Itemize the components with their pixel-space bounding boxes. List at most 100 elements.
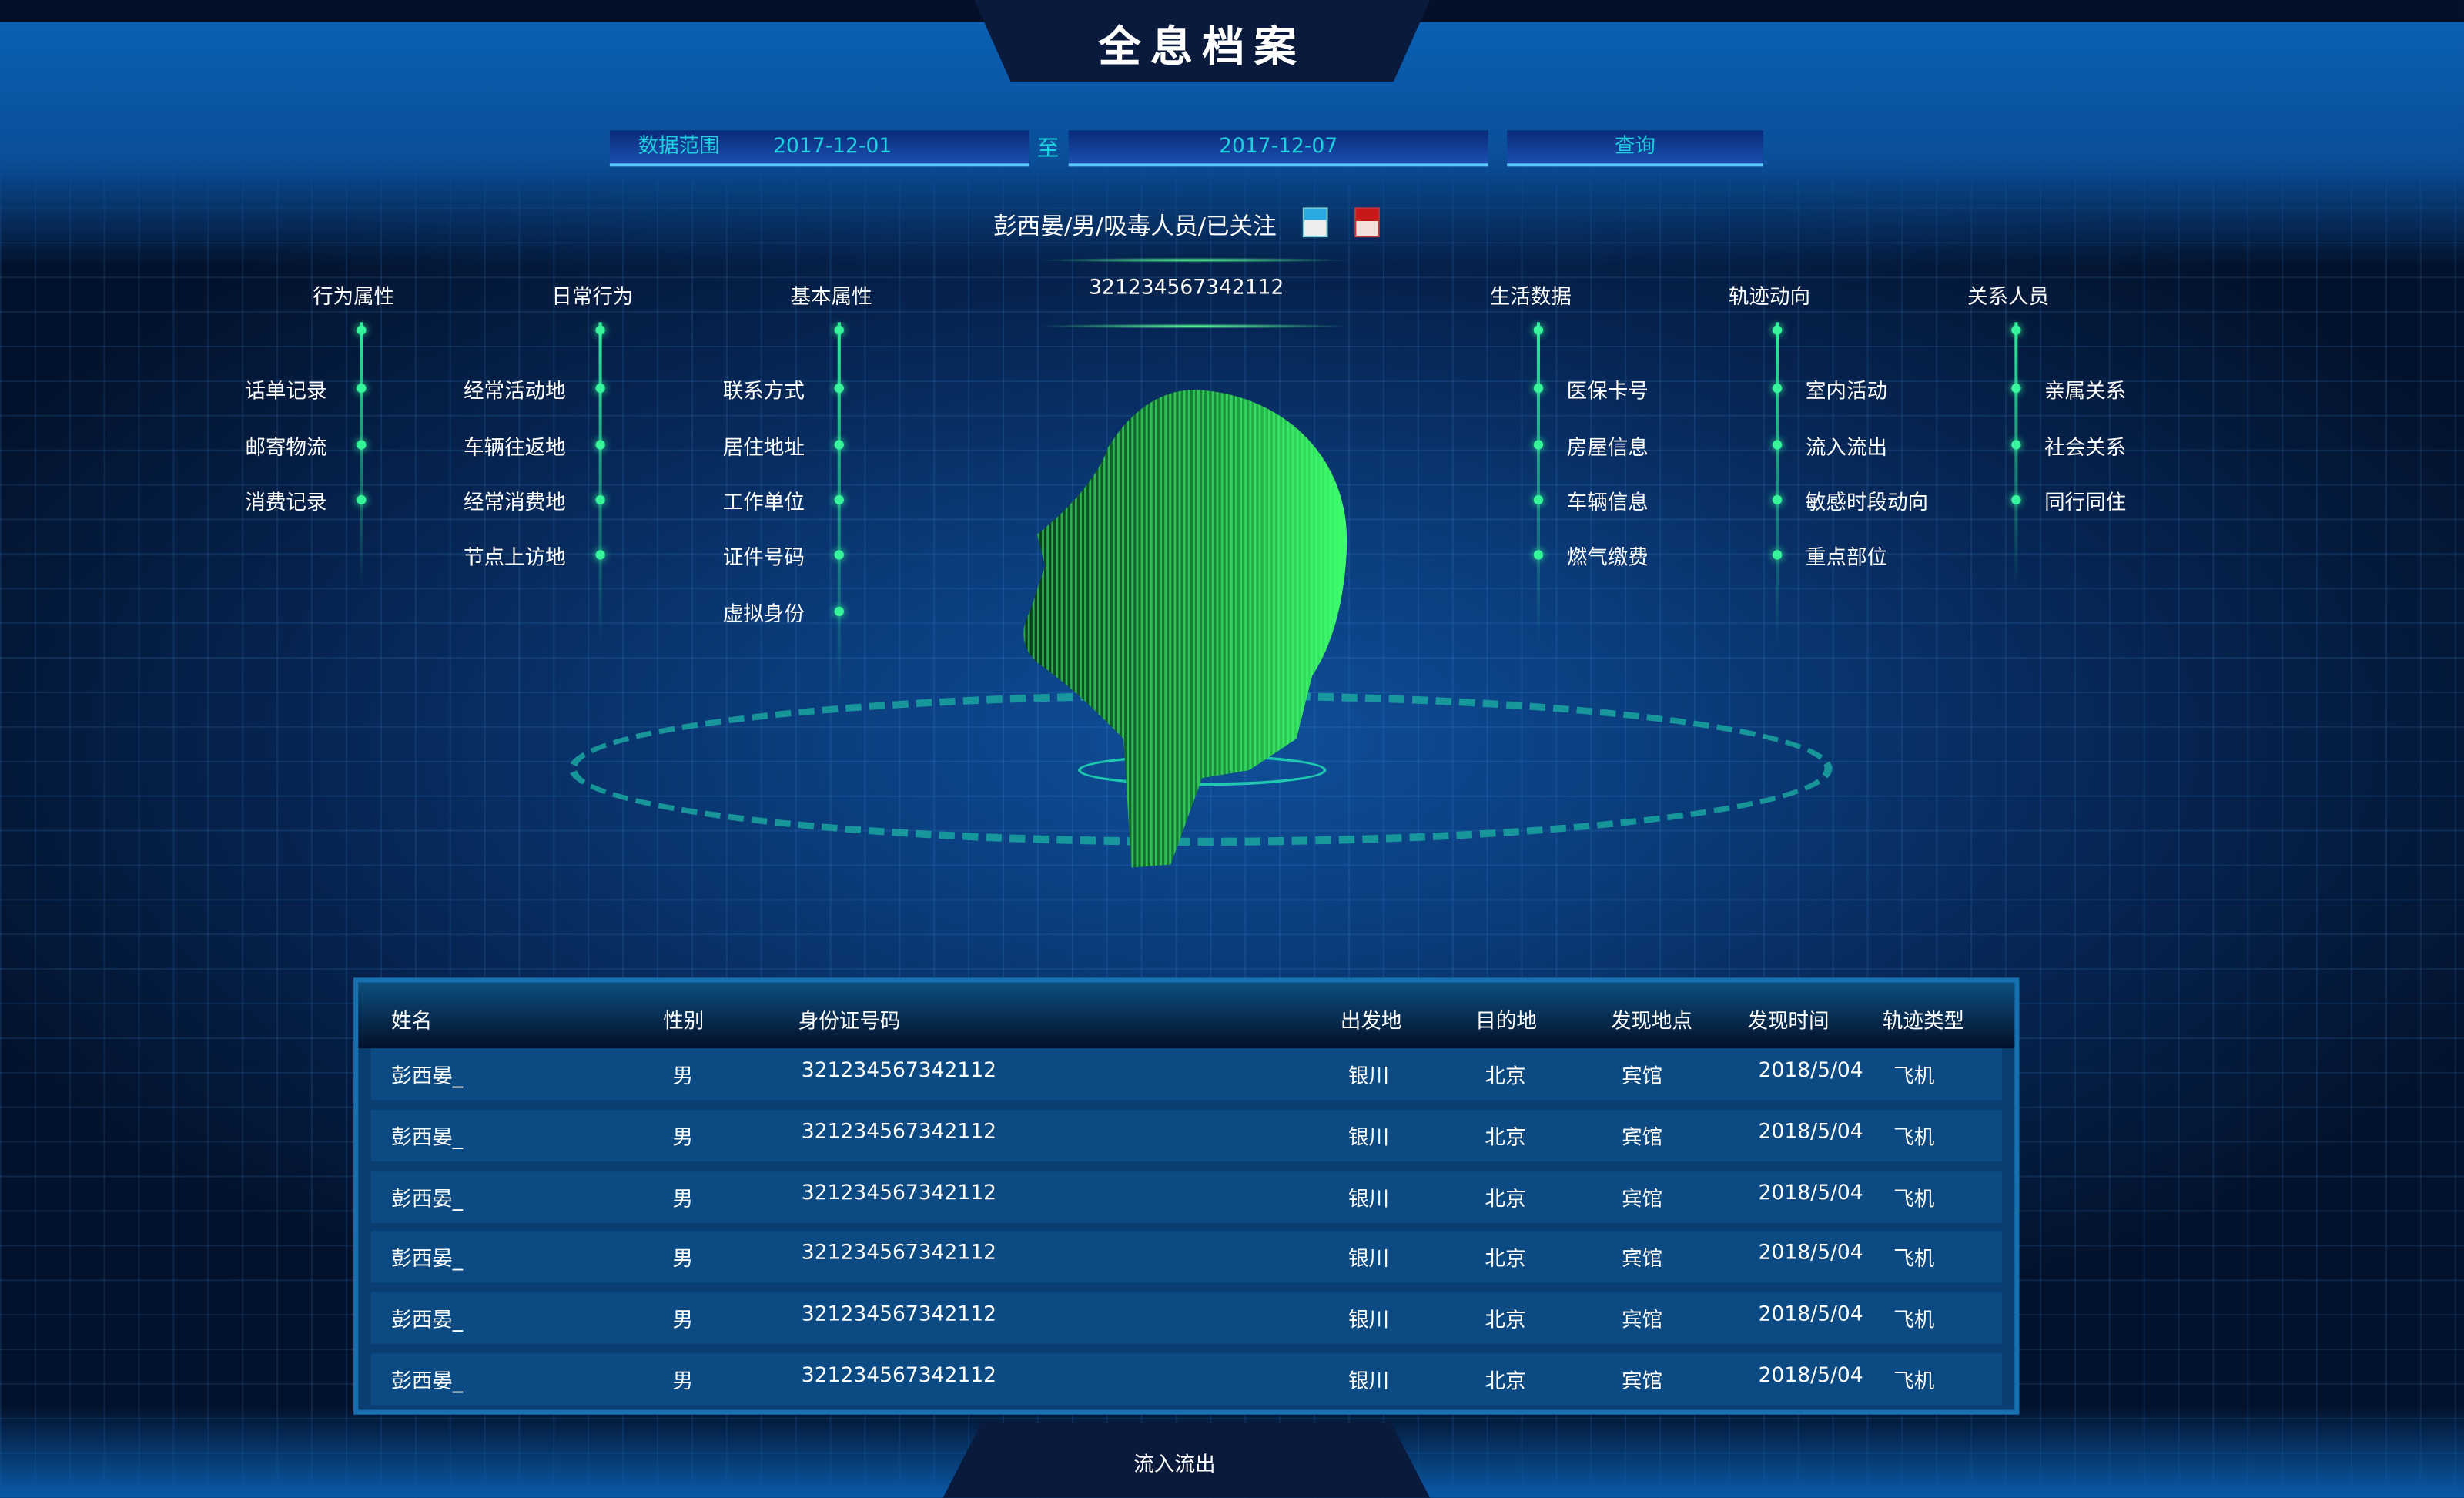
tab-flow-in-out[interactable]: 流入流出 <box>1133 1453 1216 1478</box>
table-cell: 宾馆 <box>1622 1309 1663 1333</box>
node-dot <box>595 494 605 505</box>
node-dot <box>1533 440 1544 450</box>
category-item[interactable]: 车辆信息 <box>1566 491 1649 516</box>
column-header[interactable]: 轨迹类型 <box>1882 1010 1965 1034</box>
node-dot <box>2011 325 2021 335</box>
search-button[interactable]: 查询 <box>1507 130 1763 167</box>
table-cell: 宾馆 <box>1622 1126 1663 1151</box>
table-cell: 银川 <box>1348 1188 1390 1211</box>
column-header[interactable]: 发现地点 <box>1610 1010 1692 1034</box>
category-item[interactable]: 流入流出 <box>1805 437 1888 461</box>
category-item[interactable]: 邮寄物流 <box>245 437 327 461</box>
glow-line <box>1036 257 1352 263</box>
table-cell: 彭西晏_ <box>391 1188 464 1211</box>
node-dot <box>834 494 844 505</box>
category-title: 关系人员 <box>1967 286 2050 310</box>
table-cell: 飞机 <box>1893 1126 1935 1151</box>
table-cell: 飞机 <box>1893 1248 1935 1272</box>
column-header[interactable]: 姓名 <box>391 1010 433 1034</box>
category-item[interactable]: 室内活动 <box>1805 380 1888 404</box>
category-item[interactable]: 敏感时段动向 <box>1805 491 1929 516</box>
id-photo-icon[interactable] <box>1302 207 1328 238</box>
category-item[interactable]: 燃气缴费 <box>1566 547 1649 571</box>
node-dot <box>1533 325 1544 335</box>
table-cell: 银川 <box>1348 1370 1390 1395</box>
table-cell: 男 <box>672 1126 694 1151</box>
column-header[interactable]: 发现时间 <box>1747 1010 1830 1034</box>
category-line <box>1776 322 1779 643</box>
table-cell: 北京 <box>1485 1248 1526 1272</box>
node-dot <box>1773 325 1783 335</box>
category-item[interactable]: 同行同住 <box>2044 491 2127 516</box>
end-date-field[interactable]: 2017-12-07 <box>1068 130 1488 167</box>
node-dot <box>595 550 605 560</box>
node-dot <box>1533 550 1544 560</box>
table-cell: 321234567342112 <box>801 1364 997 1389</box>
node-dot <box>1533 383 1544 394</box>
table-cell: 彭西晏_ <box>391 1370 464 1395</box>
table-cell: 2018/5/04 <box>1758 1242 1863 1266</box>
table-row[interactable]: 彭西晏_ 男 321234567342112 银川 北京 宾馆 2018/5/04 飞机 <box>370 1109 2002 1161</box>
category-item[interactable]: 联系方式 <box>722 380 805 404</box>
category-item[interactable]: 亲属关系 <box>2044 380 2127 404</box>
table-cell: 飞机 <box>1893 1188 1935 1211</box>
category-item[interactable]: 话单记录 <box>245 380 327 404</box>
table-cell: 银川 <box>1348 1065 1390 1090</box>
node-dot <box>834 606 844 616</box>
category-title: 日常行为 <box>551 286 634 310</box>
table-cell: 321234567342112 <box>801 1242 997 1266</box>
category-item[interactable]: 车辆往返地 <box>464 437 566 461</box>
table-cell: 321234567342112 <box>801 1181 997 1205</box>
node-dot <box>2011 440 2021 450</box>
start-date-field[interactable]: 数据范围 2017-12-01 <box>609 130 1029 167</box>
table-row[interactable]: 彭西晏_ 男 321234567342112 银川 北京 宾馆 2018/5/04 飞机 <box>370 1170 2002 1222</box>
category-item[interactable]: 节点上访地 <box>464 547 566 571</box>
category-item[interactable]: 重点部位 <box>1805 547 1888 571</box>
table-cell: 男 <box>672 1065 694 1090</box>
hologram-head-icon <box>1023 390 1348 868</box>
category-item[interactable]: 社会关系 <box>2044 437 2127 461</box>
category-item[interactable]: 居住地址 <box>722 437 805 461</box>
table-cell: 2018/5/04 <box>1758 1181 1863 1205</box>
table-cell: 彭西晏_ <box>391 1065 464 1090</box>
category-item[interactable]: 房屋信息 <box>1566 437 1649 461</box>
table-cell: 宾馆 <box>1622 1370 1663 1395</box>
category-item[interactable]: 经常活动地 <box>464 380 566 404</box>
node-dot <box>595 325 605 335</box>
category-item[interactable]: 消费记录 <box>245 491 327 516</box>
to-label: 至 <box>1036 136 1060 163</box>
table-cell: 北京 <box>1485 1126 1526 1151</box>
table-cell: 彭西晏_ <box>391 1309 464 1333</box>
table-row[interactable]: 彭西晏_ 男 321234567342112 银川 北京 宾馆 2018/5/04 飞机 <box>370 1353 2002 1406</box>
column-header[interactable]: 性别 <box>663 1010 705 1034</box>
category-item[interactable]: 经常消费地 <box>464 491 566 516</box>
table-cell: 北京 <box>1485 1309 1526 1333</box>
table-cell: 北京 <box>1485 1370 1526 1395</box>
category-item[interactable]: 虚拟身份 <box>722 603 805 628</box>
table-cell: 彭西晏_ <box>391 1248 464 1272</box>
node-dot <box>2011 494 2021 505</box>
category-line <box>360 322 363 587</box>
category-item[interactable]: 医保卡号 <box>1566 380 1649 404</box>
column-header[interactable]: 出发地 <box>1340 1010 1402 1034</box>
category-item[interactable]: 证件号码 <box>722 547 805 571</box>
table-cell: 飞机 <box>1893 1065 1935 1090</box>
table-row[interactable]: 彭西晏_ 男 321234567342112 银川 北京 宾馆 2018/5/04 飞机 <box>370 1048 2002 1101</box>
column-header[interactable]: 目的地 <box>1475 1010 1537 1034</box>
glow-line <box>1036 323 1352 329</box>
table-cell: 男 <box>672 1370 694 1395</box>
table-row[interactable]: 彭西晏_ 男 321234567342112 银川 北京 宾馆 2018/5/04 飞机 <box>370 1292 2002 1345</box>
avatar-photo-icon[interactable] <box>1354 207 1380 238</box>
table-header <box>358 982 2015 1049</box>
column-header[interactable]: 身份证号码 <box>798 1010 901 1034</box>
node-dot <box>1773 550 1783 560</box>
node-dot <box>834 440 844 450</box>
table-cell: 宾馆 <box>1622 1188 1663 1211</box>
node-dot <box>2011 383 2021 394</box>
table-cell: 男 <box>672 1309 694 1333</box>
table-row[interactable]: 彭西晏_ 男 321234567342112 银川 北京 宾馆 2018/5/04 飞机 <box>370 1231 2002 1284</box>
table-cell: 2018/5/04 <box>1758 1364 1863 1389</box>
category-item[interactable]: 工作单位 <box>722 491 805 516</box>
table-cell: 2018/5/04 <box>1758 1303 1863 1327</box>
